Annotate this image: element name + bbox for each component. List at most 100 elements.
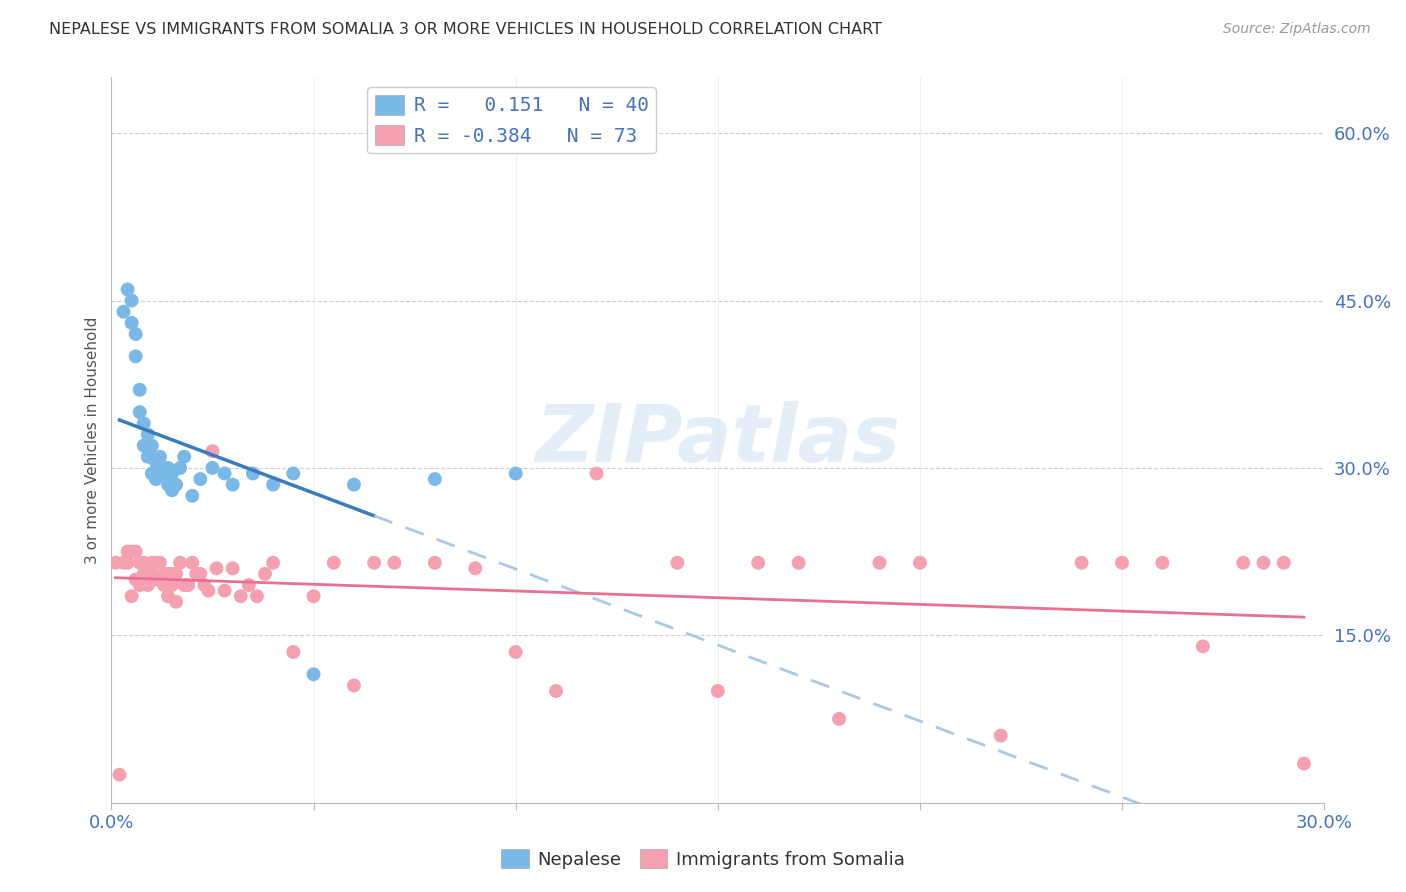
Point	[145, 573, 167, 587]
Point	[108, 768, 131, 782]
Point	[423, 472, 446, 486]
Point	[149, 461, 172, 475]
Point	[145, 556, 167, 570]
Point	[145, 455, 167, 469]
Point	[238, 578, 260, 592]
Point	[181, 489, 204, 503]
Point	[343, 477, 366, 491]
Point	[124, 573, 146, 587]
Point	[160, 578, 183, 592]
Point	[156, 589, 179, 603]
Point	[145, 472, 167, 486]
Point	[205, 561, 228, 575]
Point	[221, 477, 243, 491]
Point	[283, 645, 305, 659]
Point	[221, 561, 243, 575]
Point	[464, 561, 486, 575]
Point	[141, 467, 163, 481]
Point	[132, 566, 155, 581]
Point	[283, 467, 305, 481]
Point	[666, 556, 689, 570]
Point	[181, 556, 204, 570]
Point	[132, 556, 155, 570]
Point	[188, 472, 211, 486]
Point	[322, 556, 344, 570]
Point	[169, 556, 191, 570]
Point	[1192, 640, 1215, 654]
Point	[201, 444, 224, 458]
Point	[546, 684, 568, 698]
Point	[112, 304, 135, 318]
Point	[149, 573, 172, 587]
Point	[165, 566, 187, 581]
Point	[141, 450, 163, 464]
Point	[132, 439, 155, 453]
Legend: Nepalese, Immigrants from Somalia: Nepalese, Immigrants from Somalia	[494, 842, 912, 876]
Point	[136, 427, 159, 442]
Point	[1152, 556, 1174, 570]
Point	[505, 645, 527, 659]
Text: Source: ZipAtlas.com: Source: ZipAtlas.com	[1223, 22, 1371, 37]
Point	[169, 461, 191, 475]
Point	[214, 467, 236, 481]
Point	[141, 566, 163, 581]
Point	[117, 556, 139, 570]
Point	[173, 578, 195, 592]
Point	[707, 684, 730, 698]
Point	[160, 467, 183, 481]
Point	[1070, 556, 1092, 570]
Point	[153, 461, 176, 475]
Point	[117, 282, 139, 296]
Point	[747, 556, 769, 570]
Point	[302, 667, 325, 681]
Point	[869, 556, 891, 570]
Y-axis label: 3 or more Vehicles in Household: 3 or more Vehicles in Household	[86, 317, 100, 564]
Point	[128, 405, 150, 419]
Point	[156, 461, 179, 475]
Point	[242, 467, 264, 481]
Point	[585, 467, 607, 481]
Point	[186, 566, 208, 581]
Point	[201, 461, 224, 475]
Point	[1253, 556, 1275, 570]
Point	[177, 578, 200, 592]
Point	[121, 589, 143, 603]
Point	[363, 556, 385, 570]
Point	[141, 439, 163, 453]
Point	[128, 383, 150, 397]
Point	[153, 566, 176, 581]
Point	[156, 566, 179, 581]
Point	[787, 556, 810, 570]
Point	[121, 293, 143, 308]
Point	[343, 678, 366, 692]
Point	[302, 589, 325, 603]
Point	[1232, 556, 1254, 570]
Point	[229, 589, 252, 603]
Point	[141, 556, 163, 570]
Point	[505, 467, 527, 481]
Point	[246, 589, 269, 603]
Legend: R =   0.151   N = 40, R = -0.384   N = 73: R = 0.151 N = 40, R = -0.384 N = 73	[367, 87, 657, 153]
Point	[128, 578, 150, 592]
Point	[165, 477, 187, 491]
Point	[149, 450, 172, 464]
Point	[136, 573, 159, 587]
Point	[1292, 756, 1315, 771]
Point	[160, 566, 183, 581]
Point	[104, 556, 127, 570]
Point	[136, 450, 159, 464]
Point	[124, 349, 146, 363]
Point	[384, 556, 406, 570]
Point	[156, 477, 179, 491]
Point	[112, 556, 135, 570]
Point	[197, 583, 219, 598]
Point	[136, 578, 159, 592]
Point	[1272, 556, 1295, 570]
Point	[193, 578, 215, 592]
Point	[214, 583, 236, 598]
Point	[188, 566, 211, 581]
Point	[121, 316, 143, 330]
Point	[153, 467, 176, 481]
Point	[153, 578, 176, 592]
Point	[160, 483, 183, 498]
